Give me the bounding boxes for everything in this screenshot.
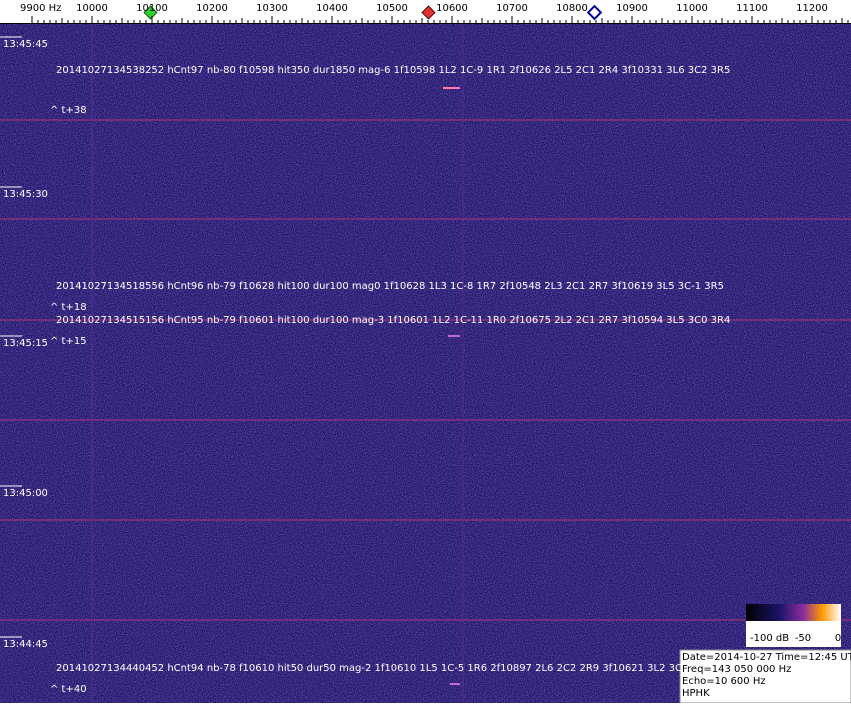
event-offset: ^ t+38	[50, 105, 87, 116]
grid	[0, 119, 851, 621]
event-text: 20141027134515156 hCnt95 nb-79 f10601 hi…	[56, 315, 730, 326]
ruler-label: 11100	[736, 3, 768, 14]
time-label: 13:45:15	[3, 338, 48, 349]
colorbar-label: -50	[795, 633, 811, 644]
info-line: HPHK	[682, 688, 710, 699]
colorbar	[746, 604, 841, 621]
info-box	[679, 649, 851, 704]
event-offset: ^ t+18	[50, 302, 87, 313]
ruler-label: 10900	[616, 3, 648, 14]
event-offset: ^ t+15	[50, 336, 87, 347]
ruler-label: 10800	[556, 3, 588, 14]
info-line: Freq=143 050 000 Hz	[682, 664, 791, 675]
ruler-label: 11000	[676, 3, 708, 14]
time-label: 13:45:00	[3, 488, 48, 499]
ruler-label: 11200	[796, 3, 828, 14]
info-line: Date=2014-10-27 Time=12:45 UTC	[682, 652, 851, 663]
ruler-label: 10700	[496, 3, 528, 14]
time-label: 13:45:30	[3, 189, 48, 200]
marker-green	[143, 5, 158, 20]
time-label: 13:44:45	[3, 639, 48, 650]
waterfall-noise	[0, 24, 851, 703]
marker-blue	[586, 4, 603, 21]
ruler-label: 10600	[436, 3, 468, 14]
ruler-label: 10500	[376, 3, 408, 14]
colorbar-label-bg	[746, 621, 841, 647]
event-text: 20141027134518556 hCnt96 nb-79 f10628 hi…	[56, 281, 724, 292]
event-offset: ^ t+40	[50, 684, 87, 695]
event-text: 20141027134538252 hCnt97 nb-80 f10598 hi…	[56, 65, 730, 76]
colorbar-label: 0	[835, 633, 841, 644]
ruler-label: 9900 Hz	[20, 3, 61, 14]
info-line: Echo=10 600 Hz	[682, 676, 766, 687]
ruler-label: 10300	[256, 3, 288, 14]
ruler-label: 10000	[76, 3, 108, 14]
colorbar-label: -100 dB	[750, 633, 789, 644]
ruler-label: 10100	[136, 3, 168, 14]
event-text: 20141027134440452 hCnt94 nb-78 f10610 hi…	[56, 663, 711, 674]
ruler-label: 10200	[196, 3, 228, 14]
time-label: 13:45:45	[3, 39, 48, 50]
ruler-label: 10400	[316, 3, 348, 14]
marker-red	[421, 5, 436, 20]
